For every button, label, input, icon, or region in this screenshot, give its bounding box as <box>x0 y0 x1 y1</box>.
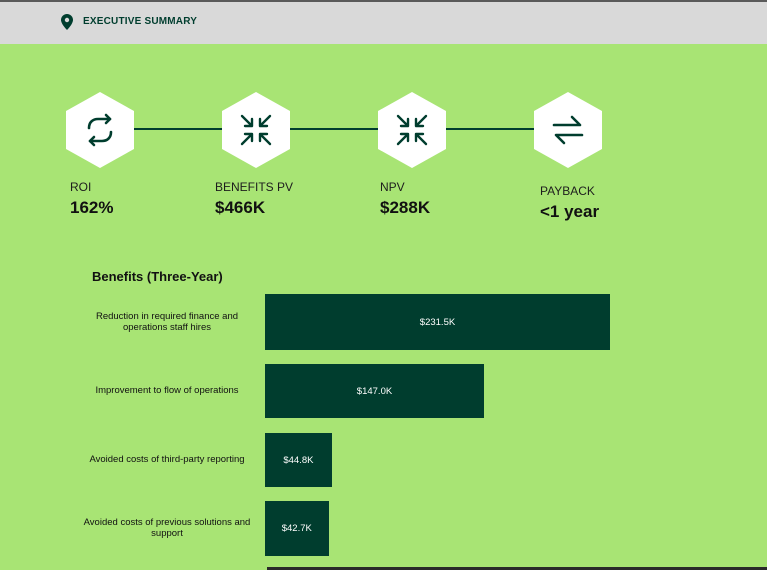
bar-value-label: $231.5K <box>419 317 456 328</box>
collapse-arrows-icon <box>396 114 428 146</box>
bar-value-label: $44.8K <box>283 455 314 466</box>
refresh-arrows-icon <box>87 113 113 147</box>
metric-connector-line <box>444 128 544 130</box>
bar <box>265 501 329 556</box>
bar <box>265 364 485 418</box>
bar <box>265 294 610 350</box>
category-label: Avoided costs of third-party reporting <box>89 454 245 465</box>
payback-hexagon <box>534 92 602 168</box>
bar-value-label: $42.7K <box>281 523 312 534</box>
category-label: Reduction in required finance and operat… <box>95 311 239 333</box>
bar-value-label: $147.0K <box>356 386 393 397</box>
npv-hexagon <box>378 92 446 168</box>
category-label: Improvement to flow of operations <box>95 385 239 396</box>
collapse-arrows-icon <box>240 114 272 146</box>
payback-value: <1 year <box>540 202 600 221</box>
npv-value: $288K <box>380 198 431 217</box>
chart-title: Benefits (Three-Year) <box>92 269 223 284</box>
npv-label: NPV <box>380 180 405 194</box>
bar <box>265 433 332 487</box>
bottom-divider <box>267 567 767 570</box>
metric-connector-line <box>132 128 232 130</box>
roi-label: ROI <box>70 180 92 194</box>
header-bar: EXECUTIVE SUMMARY <box>0 0 767 44</box>
map-pin-icon <box>61 14 73 30</box>
swap-arrows-icon <box>552 115 584 145</box>
header-title: EXECUTIVE SUMMARY <box>83 16 198 27</box>
category-label: Avoided costs of previous solutions and … <box>83 517 251 539</box>
benefits-pv-value: $466K <box>215 198 266 217</box>
metric-connector-line <box>288 128 388 130</box>
payback-label: PAYBACK <box>540 184 595 198</box>
benefits-pv-label: BENEFITS PV <box>215 180 294 194</box>
benefits-pv-hexagon <box>222 92 290 168</box>
roi-hexagon <box>66 92 134 168</box>
roi-value: 162% <box>70 198 114 217</box>
